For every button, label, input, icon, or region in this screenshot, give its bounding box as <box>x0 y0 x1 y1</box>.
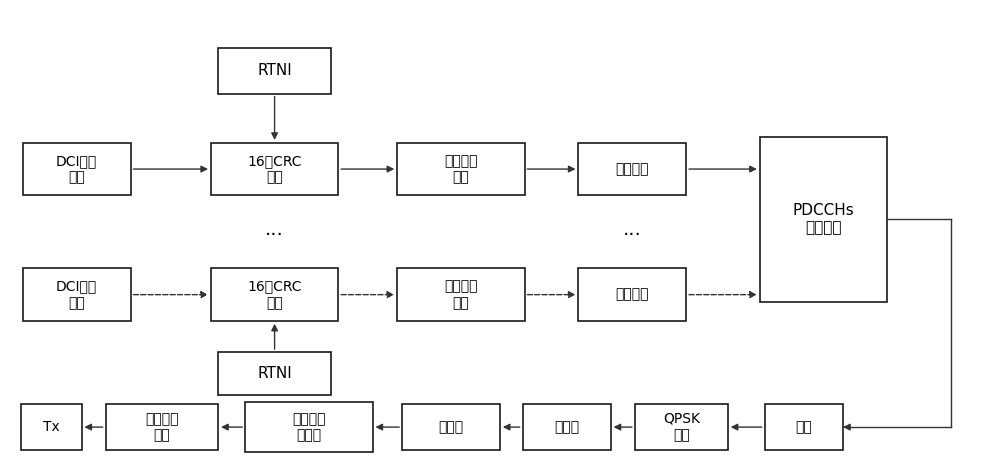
Text: 资源元素
映射: 资源元素 映射 <box>145 412 179 442</box>
Bar <box>21 404 82 450</box>
Bar <box>760 137 887 302</box>
Bar <box>523 404 611 450</box>
Text: ...: ... <box>265 220 284 239</box>
Text: 16位CRC
添加: 16位CRC 添加 <box>247 154 302 184</box>
Bar <box>397 268 524 321</box>
Text: 速率匹配: 速率匹配 <box>616 288 649 302</box>
Text: 资源元素
组交织: 资源元素 组交织 <box>292 412 326 442</box>
Text: RTNI: RTNI <box>257 63 292 78</box>
Text: 16位CRC
添加: 16位CRC 添加 <box>247 280 302 310</box>
Text: PDCCHs
信道复用: PDCCHs 信道复用 <box>793 203 854 235</box>
Text: 加扰: 加扰 <box>795 420 812 434</box>
Bar <box>245 402 373 452</box>
Text: 咬尾卷积
编码: 咬尾卷积 编码 <box>444 154 478 184</box>
Bar <box>23 143 131 195</box>
Bar <box>106 404 218 450</box>
Text: DCI格式
信息: DCI格式 信息 <box>56 280 97 310</box>
Bar <box>578 268 686 321</box>
Text: 速率匹配: 速率匹配 <box>616 162 649 176</box>
Bar <box>402 404 500 450</box>
Bar <box>218 352 331 395</box>
Bar <box>397 143 524 195</box>
Text: DCI格式
信息: DCI格式 信息 <box>56 154 97 184</box>
Bar <box>578 143 686 195</box>
Bar <box>211 143 338 195</box>
Bar <box>765 404 843 450</box>
Bar <box>23 268 131 321</box>
Text: 层映射: 层映射 <box>554 420 579 434</box>
Text: 预编码: 预编码 <box>438 420 464 434</box>
Text: ...: ... <box>623 220 642 239</box>
Text: QPSK
调制: QPSK 调制 <box>663 412 700 442</box>
Bar <box>211 268 338 321</box>
Bar <box>635 404 728 450</box>
Bar <box>218 48 331 94</box>
Text: 咬尾卷积
编码: 咬尾卷积 编码 <box>444 280 478 310</box>
Text: RTNI: RTNI <box>257 366 292 381</box>
Text: Tx: Tx <box>43 420 60 434</box>
